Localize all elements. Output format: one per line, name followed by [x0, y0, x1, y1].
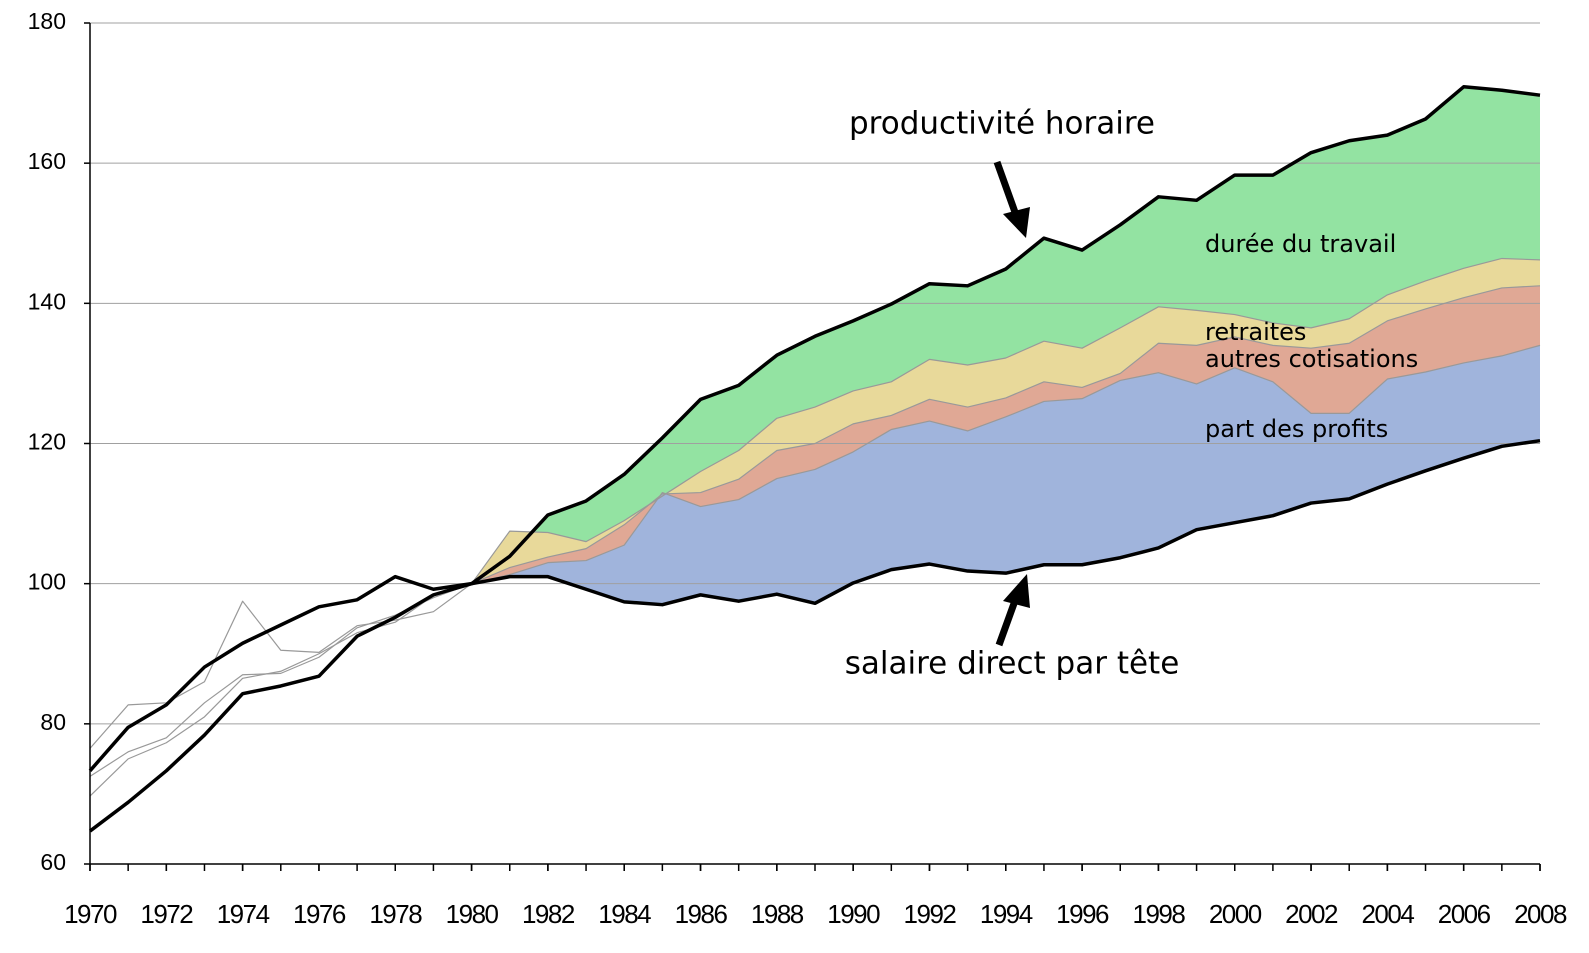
arrow: [993, 160, 1030, 238]
band-fills: [471, 86, 1540, 605]
x-tick-label: 2008: [1514, 899, 1567, 929]
band-area: [471, 345, 1540, 605]
y-tick-label: 160: [28, 148, 66, 174]
x-tick-label: 1992: [904, 899, 957, 929]
x-tick-label: 1998: [1132, 899, 1185, 929]
x-tick-label: 1988: [751, 899, 804, 929]
x-tick-label: 2002: [1285, 899, 1338, 929]
lines: [88, 85, 1541, 833]
x-tick-label: 2004: [1361, 899, 1414, 929]
y-tick-label: 140: [28, 288, 66, 314]
x-tick-label: 2000: [1209, 899, 1262, 929]
x-tick-label: 1982: [522, 899, 575, 929]
x-tick-label: 1980: [446, 899, 499, 929]
band-label: autres cotisations: [1205, 345, 1418, 373]
x-tick-label: 1978: [369, 899, 422, 929]
band-area: [471, 285, 1540, 584]
series-line: [89, 285, 1541, 777]
annotation: salaire direct par tête: [845, 646, 1180, 682]
x-tick-label: 1996: [1056, 899, 1109, 929]
band-label: part des profits: [1205, 415, 1388, 443]
x-tick-label: 1990: [827, 899, 880, 929]
x-tick-label: 1984: [598, 899, 651, 929]
arrow: [995, 574, 1030, 647]
band-area: [471, 86, 1540, 584]
y-tick-label: 120: [28, 429, 66, 455]
band-label: durée du travail: [1205, 230, 1396, 258]
band-label: retraites: [1205, 318, 1306, 346]
series-line: [89, 257, 1541, 749]
x-tick-label: 1974: [217, 899, 270, 929]
axes: 60 80 100 120 140 160 180 1970 1972 1974 1976 1978 1…: [28, 8, 1569, 929]
series-line: [88, 438, 1541, 772]
series-line: [89, 344, 1541, 797]
y-tick-label: 60: [40, 849, 66, 875]
x-tick-label: 1972: [140, 899, 193, 929]
x-tick-label: 1994: [980, 899, 1033, 929]
x-tick-label: 1970: [64, 899, 117, 929]
annotation: productivité horaire: [849, 106, 1155, 142]
y-tick-label: 180: [28, 8, 66, 34]
x-tick-label: 2006: [1438, 899, 1491, 929]
x-tick-label: 1986: [675, 899, 728, 929]
band-area: [471, 258, 1540, 584]
y-tick-label: 100: [28, 569, 66, 595]
x-tick-label: 1976: [293, 899, 346, 929]
y-tick-label: 80: [40, 709, 66, 735]
series-line: [88, 85, 1541, 833]
